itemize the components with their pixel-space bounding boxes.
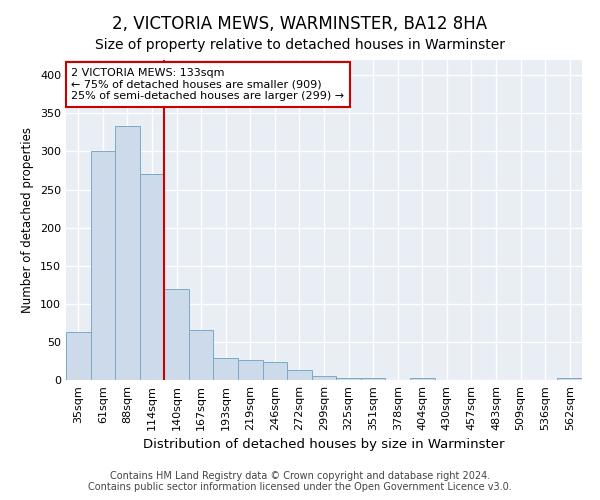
Bar [361, 378, 385, 380]
Bar [66, 332, 91, 380]
Bar [263, 362, 287, 380]
Bar [189, 330, 214, 380]
Bar [336, 378, 361, 380]
Bar [91, 152, 115, 380]
Text: Size of property relative to detached houses in Warminster: Size of property relative to detached ho… [95, 38, 505, 52]
Text: Contains HM Land Registry data © Crown copyright and database right 2024.
Contai: Contains HM Land Registry data © Crown c… [88, 471, 512, 492]
Text: 2, VICTORIA MEWS, WARMINSTER, BA12 8HA: 2, VICTORIA MEWS, WARMINSTER, BA12 8HA [112, 15, 488, 33]
Bar [410, 378, 434, 380]
Bar [557, 378, 582, 380]
Bar [287, 370, 312, 380]
Y-axis label: Number of detached properties: Number of detached properties [22, 127, 34, 313]
Bar [214, 358, 238, 380]
Bar [238, 360, 263, 380]
Bar [164, 288, 189, 380]
Bar [312, 376, 336, 380]
X-axis label: Distribution of detached houses by size in Warminster: Distribution of detached houses by size … [143, 438, 505, 452]
Bar [115, 126, 140, 380]
Text: 2 VICTORIA MEWS: 133sqm
← 75% of detached houses are smaller (909)
25% of semi-d: 2 VICTORIA MEWS: 133sqm ← 75% of detache… [71, 68, 344, 101]
Bar [140, 174, 164, 380]
